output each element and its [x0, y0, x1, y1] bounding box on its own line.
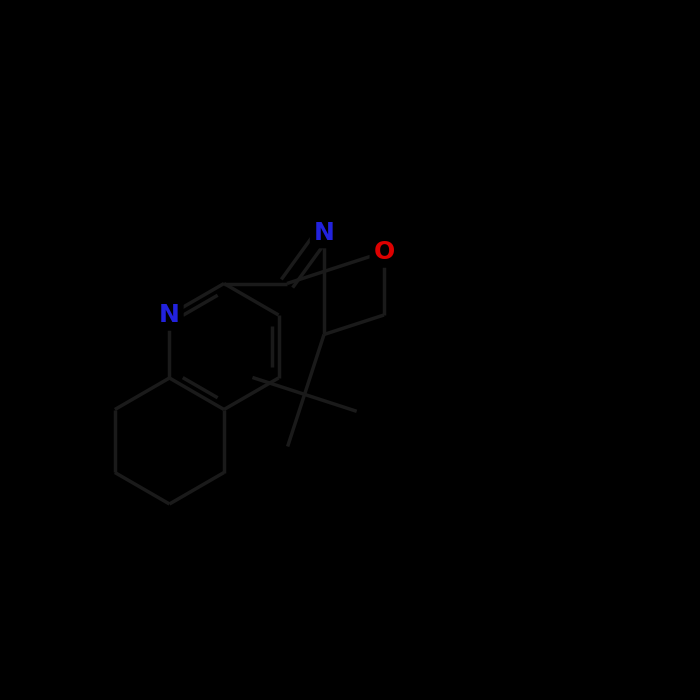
Text: N: N [159, 303, 180, 327]
Text: N: N [314, 220, 335, 244]
Text: O: O [373, 240, 395, 264]
